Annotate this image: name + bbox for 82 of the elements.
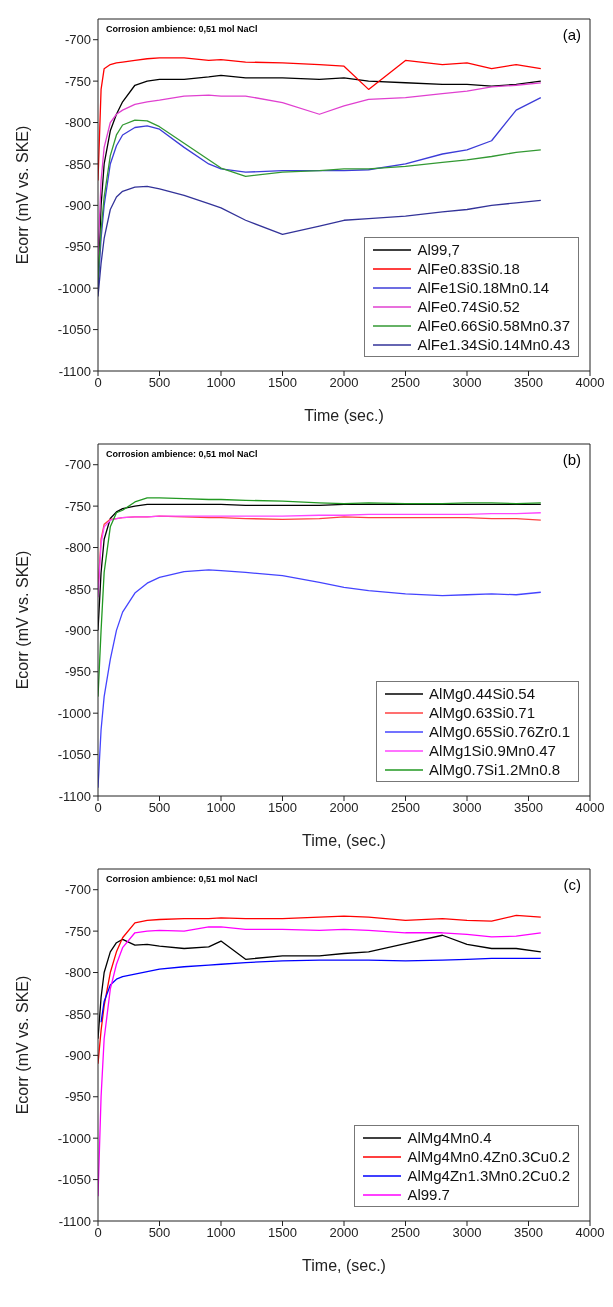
y-tick-label: -900 [64,1047,91,1063]
legend-label: AlMg0.63Si0.71 [429,703,535,722]
x-tick-label: 1000 [206,800,236,816]
x-axis-title: Time, (sec.) [302,832,386,849]
y-tick-label: -850 [64,156,91,172]
y-tick-label: -1100 [58,788,91,804]
legend-label: Al99.7 [407,1185,450,1204]
x-tick-label: 2000 [329,800,359,816]
legend-label: Al99,7 [417,240,460,259]
line-series [100,957,542,1023]
x-tick-label: 1000 [206,375,236,391]
x-tick-label: 0 [94,800,102,816]
y-tick-label: -950 [64,239,91,255]
y-axis-title: Ecorr (mV vs. SKE) [13,975,31,1115]
y-tick-label: -850 [64,581,91,597]
x-tick-label: 2500 [391,375,420,391]
legend-label: AlMg0.65Si0.76Zr0.1 [429,722,570,741]
y-tick-label: -700 [64,32,91,48]
x-tick-label: 3500 [514,1225,543,1241]
x-tick-label: 3500 [514,800,543,816]
legend-label: AlFe1.34Si0.14Mn0.43 [417,335,570,354]
legend-label: AlMg0.44Si0.54 [429,684,535,703]
y-tick-label: -750 [64,498,91,514]
legend-label: AlFe0.74Si0.52 [417,297,520,316]
legend-label: AlMg4Mn0.4 [407,1128,492,1147]
x-tick-label: 1000 [206,1225,236,1241]
y-tick-label: -800 [64,965,91,981]
x-tick-label: 1500 [268,375,297,391]
y-tick-label: -1050 [57,322,91,338]
y-tick-label: -1100 [58,1213,91,1229]
y-tick-label: -700 [64,457,91,473]
y-tick-label: -900 [64,622,91,638]
annotation: (c) [563,876,581,893]
x-tick-label: 4000 [575,800,605,816]
x-tick-label: 3000 [452,800,482,816]
x-axis-title: Time, (sec.) [302,1257,386,1274]
x-tick-label: 2500 [391,800,420,816]
legend-label: AlMg1Si0.9Mn0.47 [429,741,556,760]
y-axis-title: Ecorr (mV vs. SKE) [13,125,31,265]
y-tick-label: -1050 [57,1172,91,1188]
x-tick-label: 500 [148,800,171,816]
x-tick-label: 2000 [329,375,359,391]
x-tick-label: 0 [94,1225,102,1241]
x-tick-label: 500 [148,1225,171,1241]
y-tick-label: -800 [64,115,91,131]
x-tick-label: 2500 [391,1225,420,1241]
y-tick-label: -1000 [57,705,91,721]
y-tick-label: -900 [64,197,91,213]
y-axis-title: Ecorr (mV vs. SKE) [13,550,31,690]
y-tick-label: -1000 [57,280,91,296]
annotation: (b) [562,451,581,468]
annotation: (a) [562,26,581,43]
legend-label: AlMg0.7Si1.2Mn0.8 [429,760,560,779]
y-tick-label: -950 [64,664,91,680]
annotation: Corrosion ambience: 0,51 mol NaCl [106,449,258,459]
y-tick-label: -750 [64,923,91,939]
x-tick-label: 500 [148,375,171,391]
y-tick-label: -1050 [57,747,91,763]
y-tick-label: -950 [64,1089,91,1105]
annotation: Corrosion ambience: 0,51 mol NaCl [106,874,258,884]
x-tick-label: 1500 [268,800,297,816]
x-tick-label: 4000 [575,375,605,391]
x-tick-label: 1500 [268,1225,297,1241]
legend-label: AlMg4Mn0.4Zn0.3Cu0.2 [407,1147,570,1166]
y-tick-label: -1000 [57,1130,91,1146]
annotation: Corrosion ambience: 0,51 mol NaCl [106,24,258,34]
y-tick-label: -800 [64,540,91,556]
x-tick-label: 2000 [329,1225,359,1241]
legend-label: AlFe1Si0.18Mn0.14 [417,278,550,297]
x-tick-label: 0 [94,375,102,391]
legend-label: AlMg4Zn1.3Mn0.2Cu0.2 [407,1166,570,1185]
y-tick-label: -700 [64,882,91,898]
x-tick-label: 4000 [575,1225,605,1241]
y-tick-label: -1100 [58,363,91,379]
y-tick-label: -850 [64,1006,91,1022]
legend-label: AlFe0.66Si0.58Mn0.37 [417,316,570,335]
x-tick-label: 3500 [514,375,543,391]
x-tick-label: 3000 [452,1225,482,1241]
legend-label: AlFe0.83Si0.18 [417,259,520,278]
x-tick-label: 3000 [452,375,482,391]
y-tick-label: -750 [64,73,91,89]
x-axis-title: Time (sec.) [304,407,384,424]
